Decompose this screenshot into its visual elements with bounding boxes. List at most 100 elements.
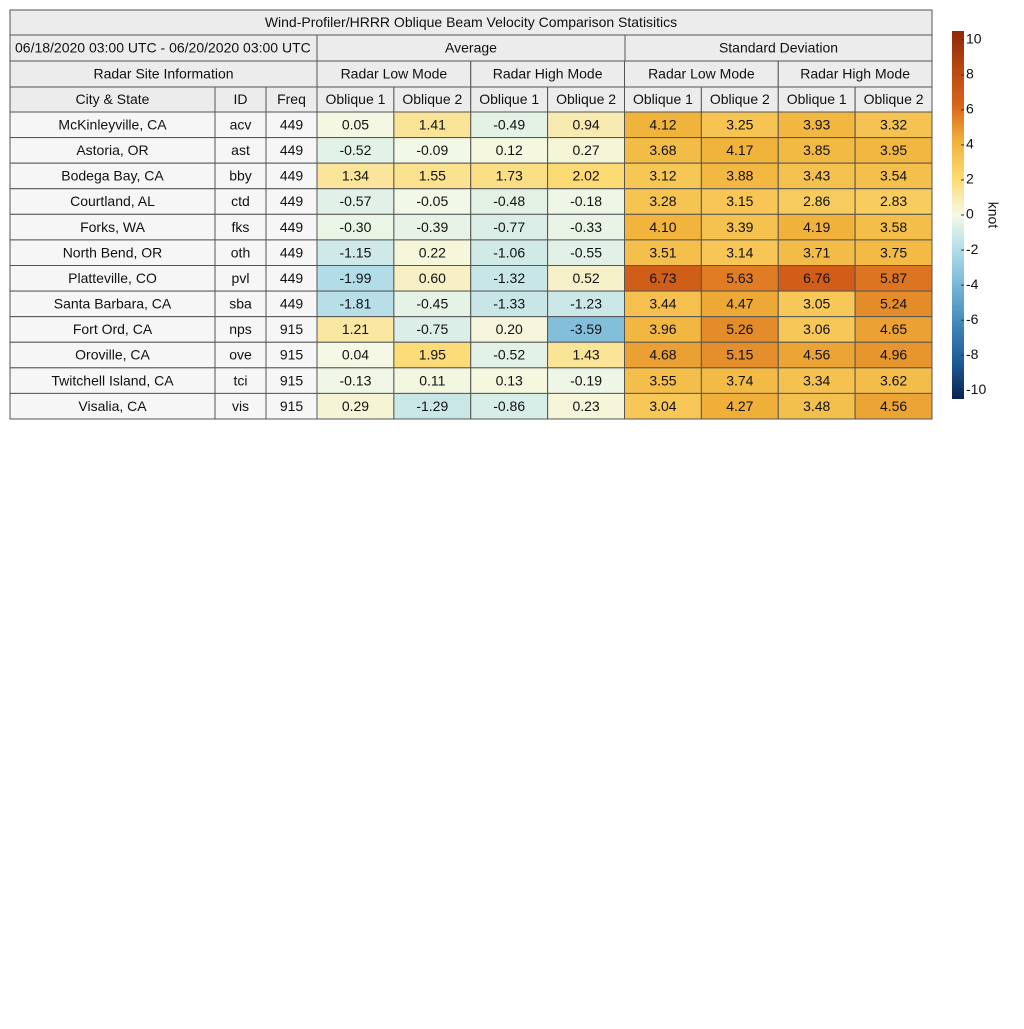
value-cell: 0.20 [496, 321, 523, 337]
value-cell: -0.57 [339, 193, 371, 209]
value-cell-bg [624, 239, 702, 267]
mode-header: Radar Low Mode [341, 66, 448, 82]
value-cell-bg [470, 213, 549, 241]
value-cell-bg [624, 392, 702, 420]
value-cell-bg [624, 162, 702, 190]
value-cell-bg [470, 162, 549, 190]
group-header-bg [624, 34, 933, 62]
value-cell: 0.12 [496, 142, 523, 158]
column-header: Oblique 1 [479, 91, 539, 107]
column-header: Oblique 1 [787, 91, 847, 107]
value-cell: 0.13 [496, 372, 523, 388]
value-cell-bg [854, 162, 933, 190]
table-title-bg [9, 9, 933, 36]
value-cell: 3.68 [649, 142, 676, 158]
value-cell-bg [700, 341, 779, 369]
value-cell-bg [777, 392, 856, 420]
value-cell-bg [547, 290, 625, 318]
group-header: Average [445, 40, 497, 56]
value-cell: 3.34 [803, 372, 830, 388]
value-cell-bg [700, 137, 779, 164]
value-cell: -1.32 [493, 270, 525, 286]
colorbar-tick-label: 2 [966, 171, 974, 187]
value-cell-bg [700, 213, 779, 241]
value-cell: -0.09 [416, 142, 448, 158]
value-cell: 3.93 [803, 116, 830, 132]
value-cell-bg [777, 290, 856, 318]
value-cell: 3.12 [649, 168, 676, 184]
value-cell: 3.48 [803, 398, 830, 414]
value-cell-bg [470, 239, 549, 267]
value-cell: 0.04 [342, 347, 369, 363]
value-cell-bg [854, 265, 933, 292]
value-cell-bg [470, 392, 549, 420]
site-cell-bg [265, 111, 318, 139]
value-cell-bg [854, 111, 933, 139]
site-cell: 449 [280, 219, 304, 235]
site-cell: Platteville, CO [68, 270, 157, 286]
value-cell: 3.62 [880, 372, 907, 388]
value-cell-bg [700, 367, 779, 394]
value-cell-bg [700, 239, 779, 267]
value-cell: -0.49 [493, 116, 525, 132]
colorbar-tick-label: -10 [966, 381, 986, 397]
site-cell: bby [229, 168, 252, 184]
site-cell-bg [9, 367, 216, 394]
value-cell: 4.47 [726, 296, 753, 312]
value-cell-bg [624, 367, 702, 394]
value-cell-bg [547, 341, 625, 369]
colorbar-tick-label: 0 [966, 206, 974, 222]
column-header-bg [265, 86, 318, 113]
value-cell: -0.48 [493, 193, 525, 209]
site-cell: Santa Barbara, CA [54, 296, 172, 312]
value-cell: 4.19 [803, 219, 830, 235]
value-cell: 1.55 [419, 168, 446, 184]
site-cell: vis [232, 398, 249, 414]
site-cell: sba [229, 296, 252, 312]
value-cell: -0.55 [570, 244, 602, 260]
site-cell-bg [9, 239, 216, 267]
value-cell: 0.23 [572, 398, 599, 414]
site-cell-bg [9, 341, 216, 369]
value-cell: 2.86 [803, 193, 830, 209]
value-cell-bg [854, 367, 933, 394]
site-cell-bg [9, 188, 216, 215]
value-cell: 1.41 [419, 116, 446, 132]
site-cell: ctd [231, 193, 250, 209]
value-cell-bg [316, 213, 395, 241]
value-cell-bg [470, 137, 549, 164]
site-cell: tci [234, 372, 248, 388]
column-header: Oblique 2 [402, 91, 462, 107]
site-cell-bg [214, 341, 267, 369]
table-title: Wind-Profiler/HRRR Oblique Beam Velocity… [265, 14, 677, 30]
site-cell-bg [9, 290, 216, 318]
site-cell-bg [214, 290, 267, 318]
site-cell-bg [214, 239, 267, 267]
value-cell: -1.06 [493, 244, 525, 260]
value-cell-bg [624, 316, 702, 343]
value-cell: 3.28 [649, 193, 676, 209]
value-cell: 3.96 [649, 321, 676, 337]
value-cell: -0.13 [339, 372, 371, 388]
mode-header-bg [624, 60, 779, 88]
value-cell: -0.19 [570, 372, 602, 388]
colorbar-tick-label: 6 [966, 101, 974, 117]
value-cell-bg [316, 162, 395, 190]
value-cell: -0.33 [570, 219, 602, 235]
site-cell: Oroville, CA [75, 347, 150, 363]
value-cell: 1.73 [496, 168, 523, 184]
value-cell: 4.56 [880, 398, 907, 414]
column-header: City & State [76, 91, 150, 107]
value-cell-bg [316, 341, 395, 369]
value-cell: -0.52 [493, 347, 525, 363]
value-cell-bg [316, 392, 395, 420]
value-cell: 4.27 [726, 398, 753, 414]
site-cell-bg [214, 316, 267, 343]
value-cell: -0.05 [416, 193, 448, 209]
value-cell: -0.52 [339, 142, 371, 158]
value-cell: 3.39 [726, 219, 753, 235]
site-cell-bg [265, 265, 318, 292]
value-cell-bg [547, 162, 625, 190]
column-header: Oblique 2 [864, 91, 924, 107]
